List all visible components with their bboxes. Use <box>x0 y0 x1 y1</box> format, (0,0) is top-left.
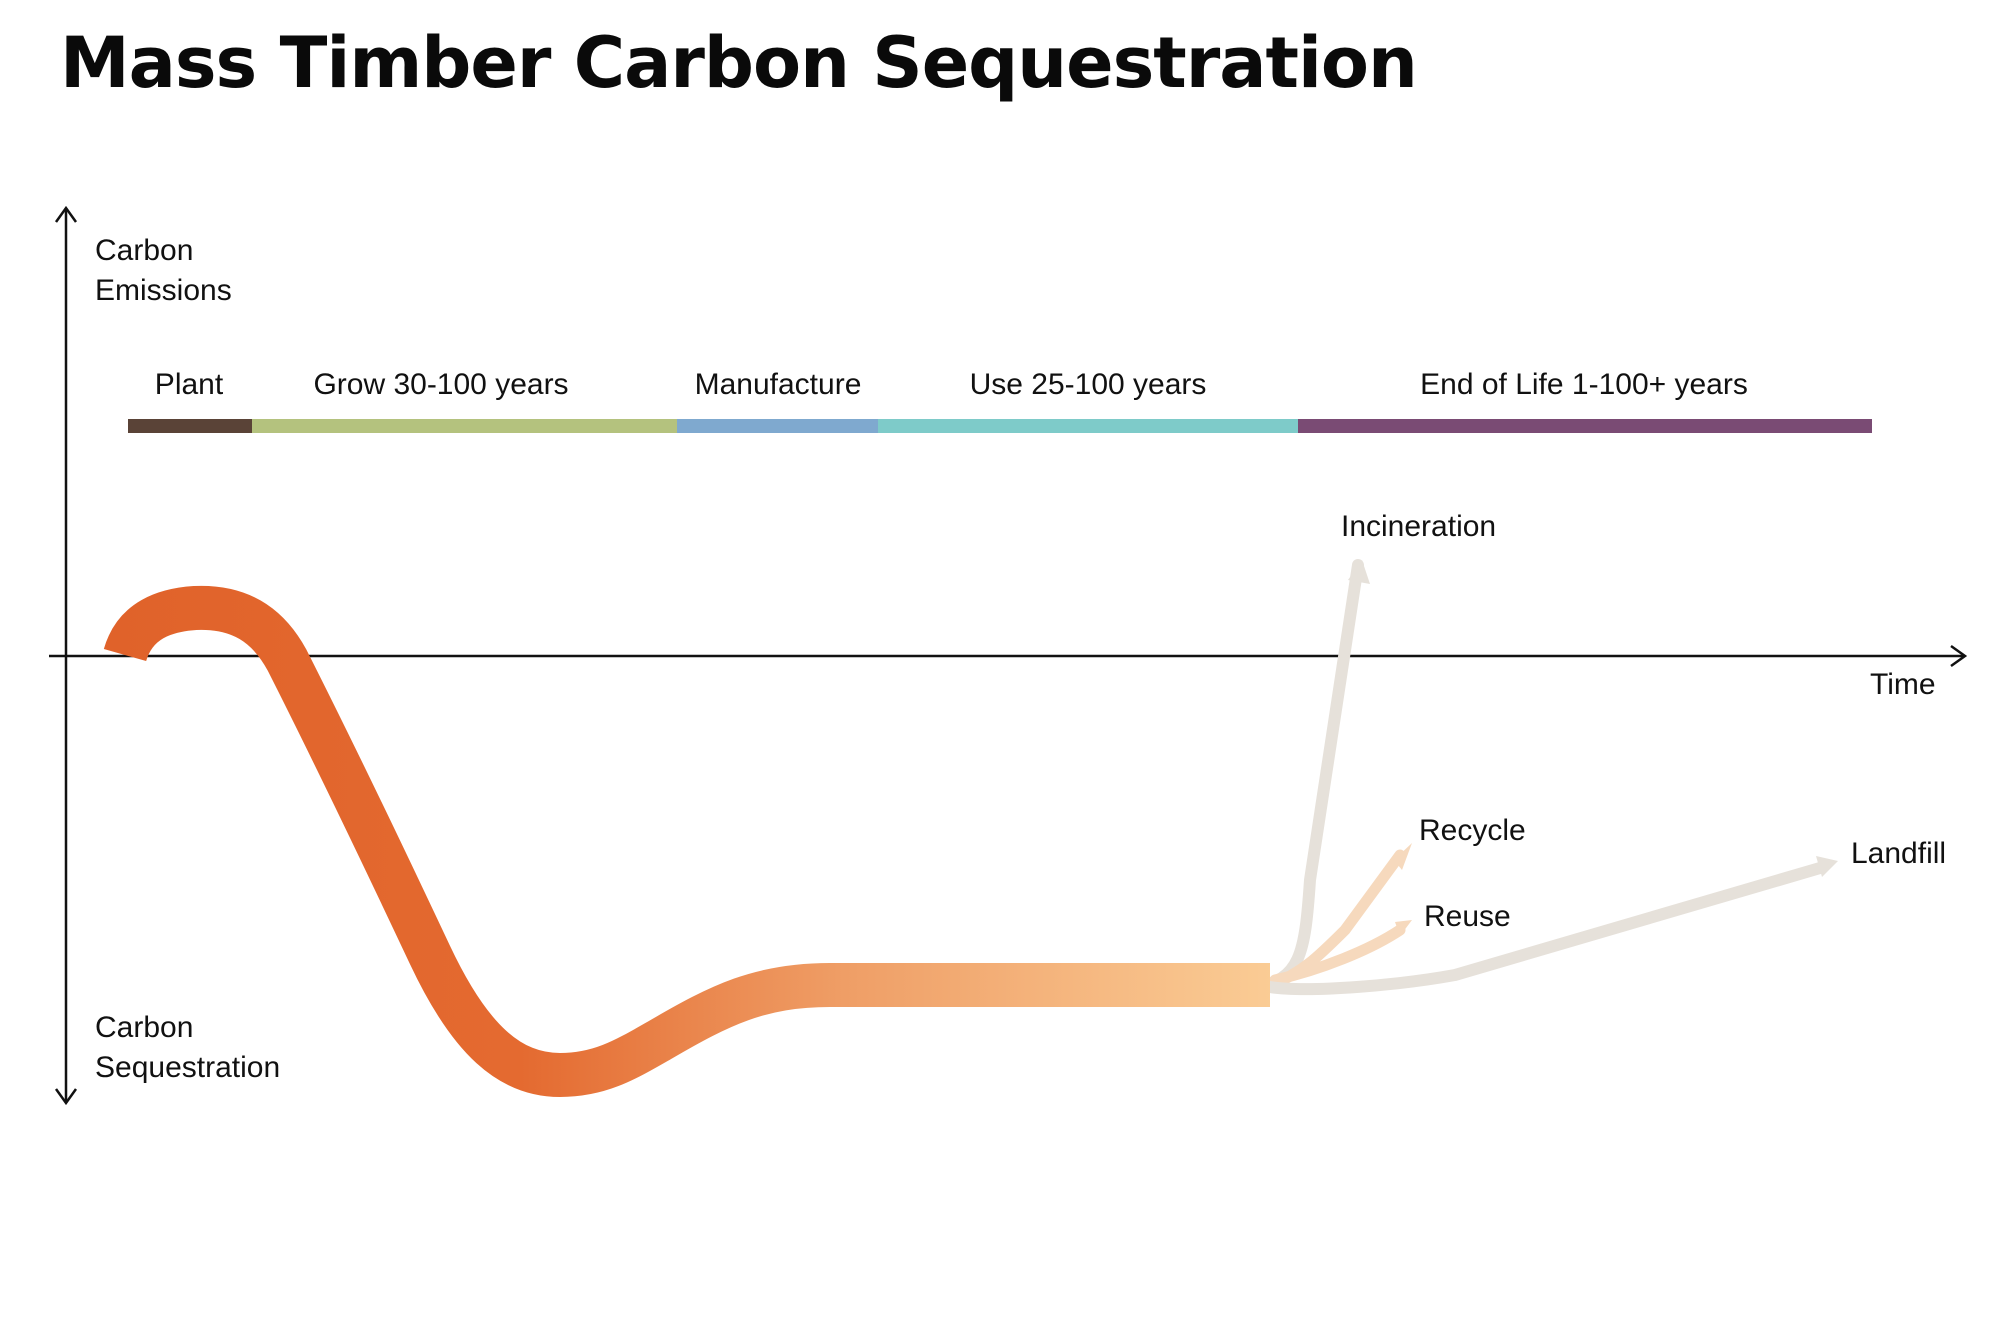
y-axis-bottom-label-line-2: Sequestration <box>95 1051 281 1084</box>
y-axis-bottom-label: Carbon Sequestration <box>95 1008 280 1088</box>
x-axis-arrow <box>1950 644 1968 668</box>
reuse-arrowhead <box>1395 920 1412 936</box>
outcome-label-incineration: Incineration <box>1341 510 1497 543</box>
x-axis <box>49 644 1968 668</box>
phase-label-manufacture: Manufacture <box>694 368 862 401</box>
landfill-arrowhead <box>1816 856 1838 877</box>
phase-bar-plant <box>128 419 252 433</box>
y-axis-down-arrow <box>54 1088 78 1106</box>
phase-label-use: Use 25-100 years <box>969 368 1207 401</box>
landfill-branch <box>1264 862 1826 996</box>
page-title: Mass Timber Carbon Sequestration <box>60 22 1418 104</box>
end-of-life-branches <box>1249 559 1838 996</box>
incineration-arrowhead <box>1348 560 1370 584</box>
outcome-label-landfill: Landfill <box>1851 837 1947 870</box>
phase-label-end-of-life: End of Life 1-100+ years <box>1420 368 1748 401</box>
phase-label-grow: Grow 30-100 years <box>313 368 569 401</box>
carbon-curve <box>103 585 1270 1098</box>
x-axis-label: Time <box>1870 668 1936 701</box>
phase-bar-end-of-life <box>1298 419 1872 433</box>
outcome-label-reuse: Reuse <box>1424 900 1511 933</box>
y-axis-top-label-line-1: Carbon <box>95 234 194 267</box>
reuse-branch <box>1269 924 1406 986</box>
phase-bar-grow <box>252 419 677 433</box>
outcome-label-recycle: Recycle <box>1419 814 1526 847</box>
phase-bar-manufacture <box>677 419 878 433</box>
y-axis-bottom-label-line-1: Carbon <box>95 1011 194 1044</box>
y-axis-up-arrow <box>54 205 78 223</box>
incineration-branch <box>1249 559 1364 993</box>
recycle-arrowhead <box>1394 843 1412 870</box>
phase-bar-use <box>878 419 1298 433</box>
y-axis-top-label: Carbon Emissions <box>95 231 232 311</box>
y-axis-top-label-line-2: Emissions <box>95 274 232 307</box>
phase-label-plant: Plant <box>154 368 224 401</box>
